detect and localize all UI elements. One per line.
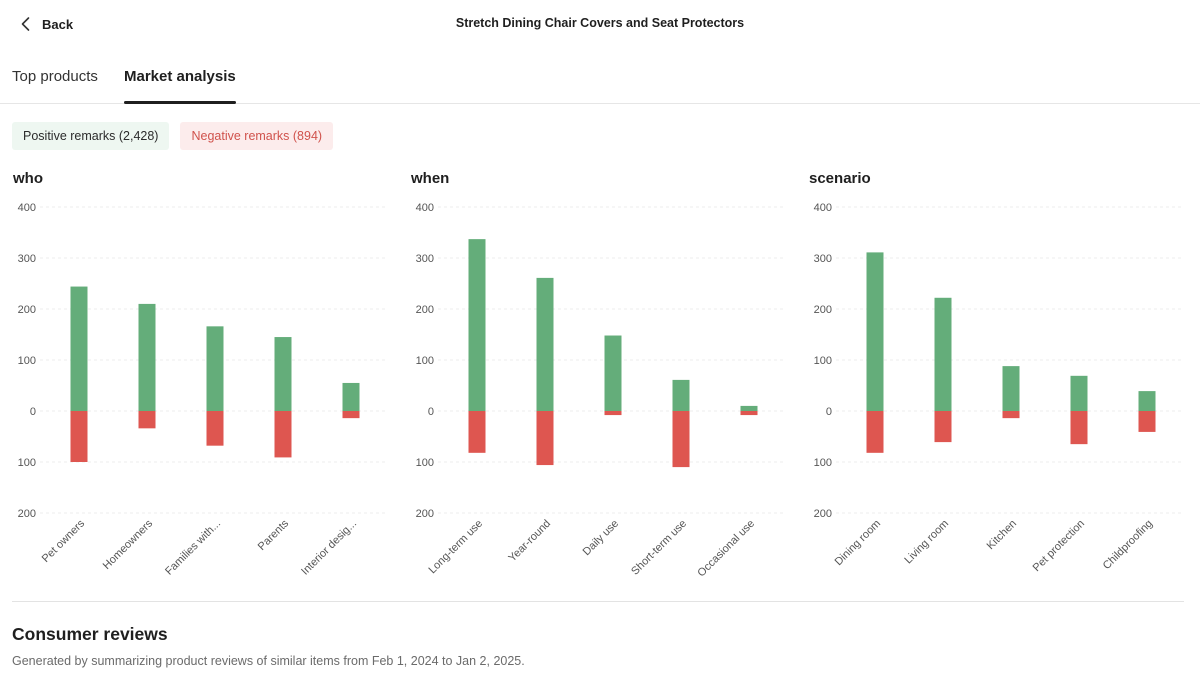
y-tick-label: 100 xyxy=(416,457,434,469)
tab-market-analysis[interactable]: Market analysis xyxy=(124,68,236,104)
chart-scenario: scenario 400 300 200 100 0 100 200 Dining room L… xyxy=(808,168,1198,588)
chart-svg-who: 400 300 200 100 0 100 200 Pet owners Homeowners F… xyxy=(18,202,388,578)
y-tick-label: 300 xyxy=(814,253,832,265)
y-tick-label: 0 xyxy=(30,406,36,418)
y-tick-label: 200 xyxy=(18,304,36,316)
bar-positive[interactable] xyxy=(1138,391,1156,411)
chart-title: scenario xyxy=(809,170,871,187)
y-tick-label: 400 xyxy=(814,202,832,214)
bar-positive[interactable] xyxy=(672,379,690,411)
bar-negative[interactable] xyxy=(1002,411,1020,419)
bar-positive[interactable] xyxy=(274,337,292,411)
page-title: Stretch Dining Chair Covers and Seat Pro… xyxy=(455,16,745,30)
bar-positive[interactable] xyxy=(138,303,156,411)
x-tick-label: Occasional use xyxy=(695,518,757,580)
negative-remarks-filter[interactable]: Negative remarks (894) xyxy=(180,122,334,150)
bar-negative[interactable] xyxy=(604,411,622,416)
x-tick-label: Year-round xyxy=(506,518,553,565)
bar-negative[interactable] xyxy=(934,411,952,443)
bar-negative[interactable] xyxy=(206,411,224,446)
bar-positive[interactable] xyxy=(342,382,360,411)
bar-positive[interactable] xyxy=(70,286,88,411)
x-tick-label: Long-term use xyxy=(426,518,485,577)
y-tick-label: 300 xyxy=(18,253,36,265)
y-tick-label: 400 xyxy=(416,202,434,214)
remark-filters: Positive remarks (2,428) Negative remark… xyxy=(12,122,334,150)
tab-bar: Top products Market analysis xyxy=(0,60,1200,104)
bar-negative[interactable] xyxy=(468,411,486,453)
y-tick-label: 200 xyxy=(416,304,434,316)
tab-top-products[interactable]: Top products xyxy=(12,68,98,85)
x-tick-label: Pet owners xyxy=(40,517,88,565)
x-tick-label: Dining room xyxy=(833,518,883,568)
bar-negative[interactable] xyxy=(1138,411,1156,432)
back-button[interactable]: Back xyxy=(16,12,73,36)
chevron-left-icon xyxy=(21,17,30,31)
x-tick-label: Daily use xyxy=(581,518,621,558)
bar-negative[interactable] xyxy=(138,411,156,429)
chart-title: when xyxy=(411,170,450,187)
x-tick-label: Parents xyxy=(256,517,292,553)
bar-positive[interactable] xyxy=(536,277,554,411)
bar-negative[interactable] xyxy=(740,411,758,416)
y-tick-label: 100 xyxy=(814,355,832,367)
consumer-reviews-heading: Consumer reviews xyxy=(12,624,168,644)
x-tick-label: Families with... xyxy=(163,518,223,578)
y-tick-label: 100 xyxy=(814,457,832,469)
bar-negative[interactable] xyxy=(342,411,360,419)
chart-title: who xyxy=(13,170,43,187)
y-tick-label: 0 xyxy=(428,406,434,418)
bar-positive[interactable] xyxy=(866,252,884,411)
x-tick-label: Homeowners xyxy=(101,517,156,572)
y-tick-label: 200 xyxy=(814,304,832,316)
chart-when: when 400 300 200 100 0 100 200 Long-term use Yea… xyxy=(410,168,800,588)
consumer-reviews-subtitle: Generated by summarizing product reviews… xyxy=(12,654,525,668)
y-tick-label: 200 xyxy=(416,508,434,520)
chart-who: who 400 300 200 100 0 100 200 Pet owners Homeown… xyxy=(12,168,402,588)
bar-negative[interactable] xyxy=(672,411,690,468)
positive-remarks-filter[interactable]: Positive remarks (2,428) xyxy=(12,122,170,150)
back-label: Back xyxy=(42,16,74,32)
bar-positive[interactable] xyxy=(206,326,224,411)
y-tick-label: 200 xyxy=(814,508,832,520)
y-tick-label: 100 xyxy=(416,355,434,367)
x-tick-label: Childproofing xyxy=(1101,518,1155,572)
bar-positive[interactable] xyxy=(1002,366,1020,411)
y-tick-label: 400 xyxy=(18,202,36,214)
y-tick-label: 200 xyxy=(18,508,36,520)
bar-positive[interactable] xyxy=(934,297,952,411)
y-tick-label: 0 xyxy=(826,406,832,418)
bar-negative[interactable] xyxy=(70,411,88,462)
bar-positive[interactable] xyxy=(468,239,486,411)
x-tick-label: Interior desig... xyxy=(299,518,359,578)
bar-negative[interactable] xyxy=(536,411,554,466)
bar-negative[interactable] xyxy=(866,411,884,453)
y-tick-label: 300 xyxy=(416,253,434,265)
x-tick-label: Kitchen xyxy=(985,518,1019,552)
bar-negative[interactable] xyxy=(274,411,292,458)
x-tick-label: Pet protection xyxy=(1031,518,1087,574)
bar-positive[interactable] xyxy=(1070,375,1088,411)
bar-negative[interactable] xyxy=(1070,411,1088,445)
section-divider xyxy=(12,601,1184,602)
y-tick-label: 100 xyxy=(18,457,36,469)
y-tick-label: 100 xyxy=(18,355,36,367)
x-tick-label: Short-term use xyxy=(629,518,689,578)
bar-positive[interactable] xyxy=(604,335,622,411)
header: Back Stretch Dining Chair Covers and Sea… xyxy=(0,0,1200,48)
x-tick-label: Living room xyxy=(902,518,951,567)
bar-positive[interactable] xyxy=(740,405,758,411)
